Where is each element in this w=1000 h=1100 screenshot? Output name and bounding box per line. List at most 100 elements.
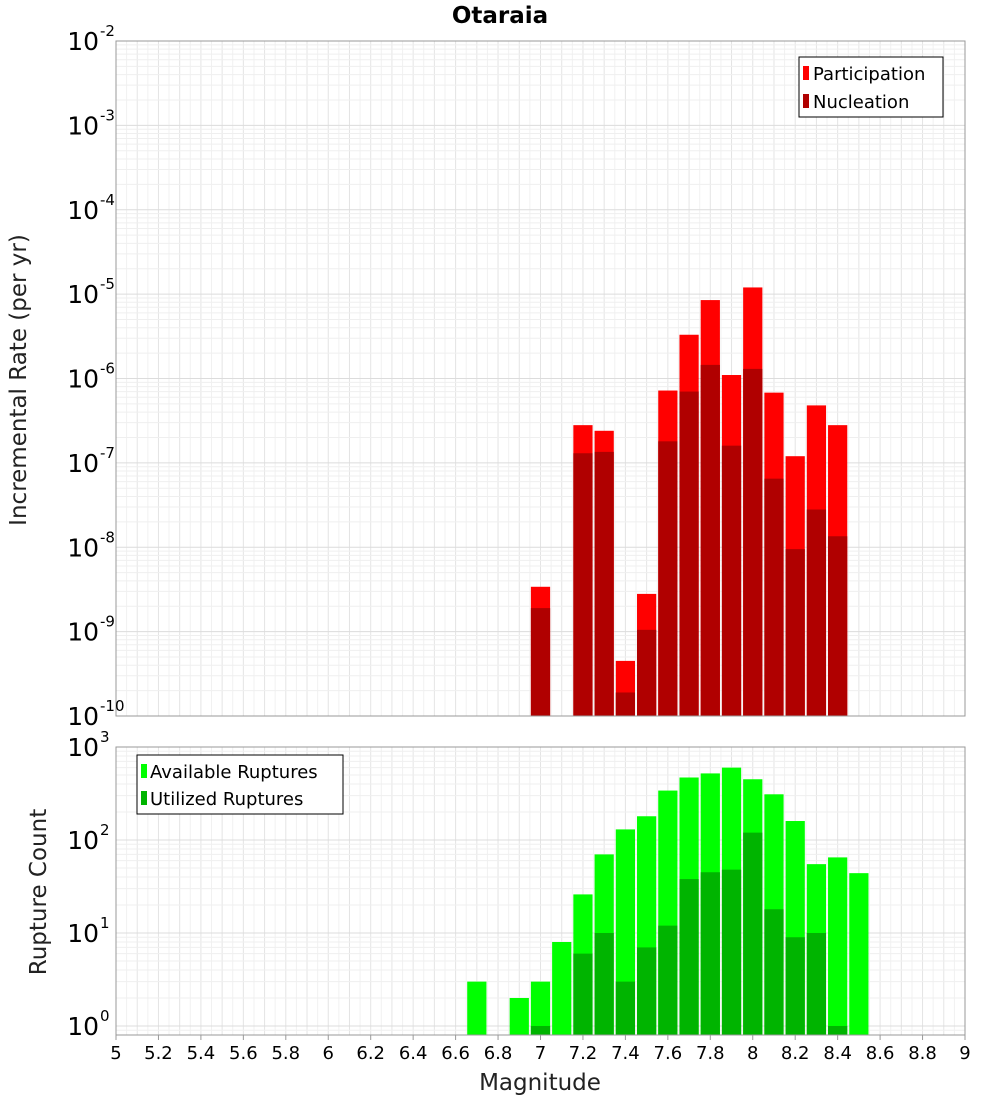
bottom-y-tick-exponent: 2 xyxy=(100,821,110,839)
bottom-bar-utilized-ruptures xyxy=(573,953,593,1035)
bottom-y-tick-exponent: 3 xyxy=(100,728,110,746)
top-y-tick-exponent: -2 xyxy=(100,22,115,40)
top-y-tick-label: 10 xyxy=(67,196,99,225)
legend-label-utilized-ruptures: Utilized Ruptures xyxy=(150,789,303,810)
x-tick-label: 9 xyxy=(959,1043,970,1064)
x-tick-label: 6.2 xyxy=(356,1043,385,1064)
bottom-bar-available-ruptures xyxy=(828,857,848,1035)
bottom-y-tick-label: 10 xyxy=(67,1012,99,1041)
bottom-legend-box xyxy=(136,754,344,815)
bottom-bar-available-ruptures xyxy=(509,997,529,1035)
top-y-tick-label: 10 xyxy=(67,702,99,731)
x-tick-label: 6.8 xyxy=(484,1043,513,1064)
legend-label-available-ruptures: Available Ruptures xyxy=(150,762,318,783)
top-legend-box xyxy=(798,56,944,118)
bottom-y-tick-label: 10 xyxy=(67,733,99,762)
legend-label-participation: Participation xyxy=(813,64,925,85)
top-bar-nucleation xyxy=(828,536,848,716)
top-legend: Participation Nucleation xyxy=(798,56,944,118)
bottom-bar-utilized-ruptures xyxy=(637,947,657,1035)
top-y-tick-exponent: -7 xyxy=(100,444,115,462)
x-tick-label: 7.2 xyxy=(569,1043,598,1064)
bottom-bar-utilized-ruptures xyxy=(785,937,805,1035)
x-tick-label: 8 xyxy=(747,1043,758,1064)
bottom-bar-utilized-ruptures xyxy=(700,872,720,1035)
top-bar-nucleation xyxy=(679,391,699,716)
bottom-bar-utilized-ruptures xyxy=(721,869,742,1035)
x-tick-label: 5.6 xyxy=(229,1043,258,1064)
top-bar-nucleation xyxy=(530,608,551,716)
x-tick-label: 8.4 xyxy=(823,1043,852,1064)
top-bar-nucleation xyxy=(637,629,657,716)
top-y-axis-label: Incremental Rate (per yr) xyxy=(6,234,32,526)
bottom-bar-available-ruptures xyxy=(530,981,551,1035)
x-tick-label: 6 xyxy=(323,1043,334,1064)
bottom-bar-utilized-ruptures xyxy=(530,1025,551,1035)
legend-label-nucleation: Nucleation xyxy=(813,92,909,113)
top-y-tick-label: 10 xyxy=(67,27,99,56)
x-tick-label: 8.2 xyxy=(781,1043,810,1064)
bottom-bar-utilized-ruptures xyxy=(615,981,636,1035)
legend-swatch-available-ruptures xyxy=(141,764,147,778)
bottom-bar-available-ruptures xyxy=(467,981,487,1035)
top-y-tick-exponent: -8 xyxy=(100,528,115,546)
top-y-tick-label: 10 xyxy=(67,533,99,562)
bottom-bar-utilized-ruptures xyxy=(594,932,614,1035)
bottom-y-tick-label: 10 xyxy=(67,826,99,855)
x-ticks: 5 5.2 5.4 5.6 5.8 6 6.2 6.4 6.6 6.8 7 7.2 7.4 7.6 7.8 8… xyxy=(110,1035,971,1064)
top-bar-nucleation xyxy=(700,364,720,716)
top-y-tick-exponent: -9 xyxy=(100,613,115,631)
top-bars xyxy=(530,287,848,716)
top-y-tick-label: 10 xyxy=(67,280,99,309)
bottom-y-axis-label: Rupture Count xyxy=(26,809,52,975)
x-tick-label: 8.6 xyxy=(866,1043,895,1064)
x-tick-label: 7.8 xyxy=(696,1043,725,1064)
top-y-tick-label: 10 xyxy=(67,449,99,478)
bottom-y-tick-exponent: 0 xyxy=(100,1007,110,1025)
x-tick-label: 5.2 xyxy=(144,1043,173,1064)
bottom-bar-utilized-ruptures xyxy=(806,932,827,1035)
top-y-tick-exponent: -3 xyxy=(100,106,115,124)
top-y-tick-label: 10 xyxy=(67,618,99,647)
bottom-bar-available-ruptures xyxy=(849,873,869,1035)
bottom-bar-utilized-ruptures xyxy=(764,909,784,1035)
top-bar-nucleation xyxy=(615,692,636,716)
top-y-tick-exponent: -6 xyxy=(100,360,115,378)
bottom-bar-utilized-ruptures xyxy=(828,1025,848,1035)
x-tick-label: 8.8 xyxy=(908,1043,937,1064)
bottom-bar-utilized-ruptures xyxy=(679,879,699,1035)
top-grid xyxy=(115,40,966,717)
x-tick-label: 7.4 xyxy=(611,1043,640,1064)
bottom-bars xyxy=(467,767,869,1035)
top-bar-nucleation xyxy=(658,441,678,716)
bottom-bar-utilized-ruptures xyxy=(658,925,678,1035)
x-tick-label: 5.8 xyxy=(271,1043,300,1064)
chart-title: Otaraia xyxy=(452,3,548,29)
top-bar-nucleation xyxy=(764,478,784,716)
bottom-y-tick-label: 10 xyxy=(67,919,99,948)
x-tick-label: 5.4 xyxy=(187,1043,216,1064)
bottom-bar-available-ruptures xyxy=(552,942,572,1035)
x-tick-label: 7.6 xyxy=(654,1043,683,1064)
top-bar-nucleation xyxy=(806,509,827,716)
legend-swatch-utilized-ruptures xyxy=(141,791,147,805)
top-plot-border xyxy=(115,40,966,717)
legend-swatch-participation xyxy=(803,66,809,80)
legend-swatch-nucleation xyxy=(803,94,809,108)
x-tick-label: 5 xyxy=(110,1043,121,1064)
top-y-tick-exponent: -4 xyxy=(100,191,115,209)
top-bar-nucleation xyxy=(594,451,614,716)
x-tick-label: 6.4 xyxy=(399,1043,428,1064)
top-y-tick-label: 10 xyxy=(67,365,99,394)
top-y-tick-label: 10 xyxy=(67,111,99,140)
x-tick-label: 7 xyxy=(535,1043,546,1064)
bottom-legend: Available Ruptures Utilized Ruptures xyxy=(136,754,344,815)
top-bar-nucleation xyxy=(721,445,742,716)
bottom-y-tick-exponent: 1 xyxy=(100,914,110,932)
top-y-tick-exponent: -10 xyxy=(100,697,125,715)
x-axis-label: Magnitude xyxy=(479,1070,601,1096)
bottom-bar-utilized-ruptures xyxy=(743,832,763,1035)
